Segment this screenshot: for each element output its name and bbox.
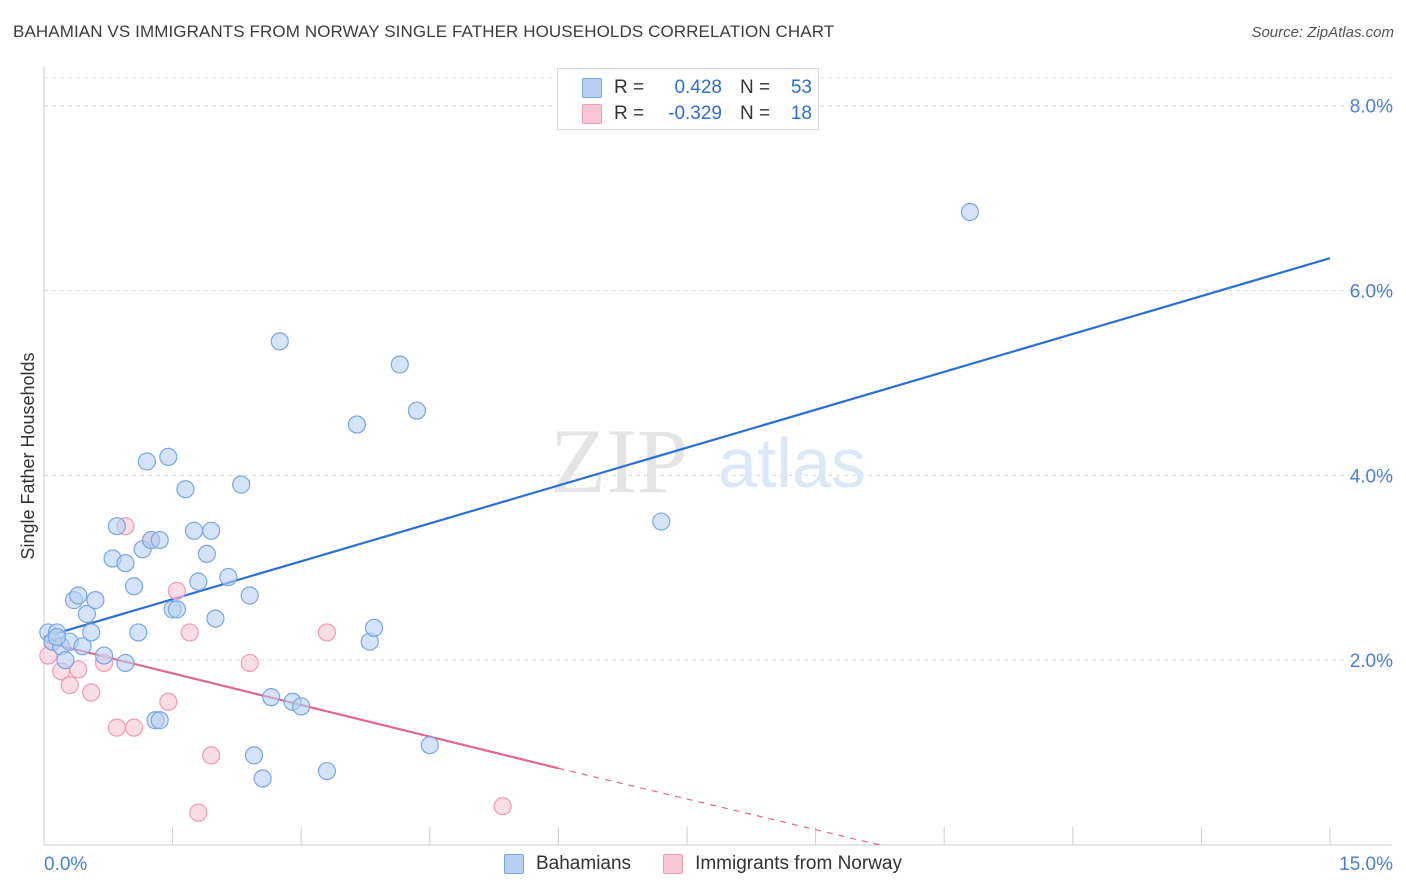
source-label: Source: ZipAtlas.com xyxy=(1251,24,1394,41)
bahamian-point xyxy=(652,512,671,531)
bahamian-point xyxy=(150,711,169,730)
bahamian-point xyxy=(206,609,225,628)
bahamian-point xyxy=(184,521,204,540)
legend-item-bahamians[interactable]: Bahamians xyxy=(504,853,631,875)
bahamian-point xyxy=(73,637,92,656)
watermark-atlas: atlas xyxy=(718,424,866,502)
bahamian-point xyxy=(253,769,272,788)
y-tick-label: 4.0% xyxy=(1350,466,1393,487)
bahamian-point xyxy=(364,618,384,637)
bahamian-point xyxy=(390,355,409,374)
x-tick-labels: 0.0% 15.0% xyxy=(44,854,1393,875)
bahamian-point xyxy=(56,651,75,670)
bahamian-point xyxy=(77,604,96,624)
bahamian-point xyxy=(420,736,439,755)
norway-point xyxy=(167,581,186,600)
y-tick-labels: 2.0% 4.0% 6.0% 8.0% xyxy=(1350,97,1393,672)
norway-point xyxy=(493,797,512,816)
legend-row-bahamians: R = 0.428 N = 53 xyxy=(582,76,812,100)
legend-item-norway[interactable]: Immigrants from Norway xyxy=(663,853,902,875)
bahamian-point xyxy=(407,401,427,420)
bahamian-trend-line xyxy=(43,257,1331,639)
bahamian-point xyxy=(262,688,281,707)
bahamian-point xyxy=(107,517,126,536)
bahamian-point xyxy=(150,530,169,550)
watermark-zip: ZIP xyxy=(550,410,688,512)
bahamian-point xyxy=(176,480,195,499)
y-tick-label: 8.0% xyxy=(1350,97,1393,118)
norway-point xyxy=(180,623,199,642)
norway-point xyxy=(82,683,101,702)
norway-point xyxy=(60,676,79,695)
bahamian-point xyxy=(197,544,216,564)
bahamian-point xyxy=(219,567,238,587)
axes xyxy=(43,66,1392,846)
legend-n-label: N = xyxy=(740,77,771,98)
chart-title: BAHAMIAN VS IMMIGRANTS FROM NORWAY SINGL… xyxy=(13,22,835,41)
data-points xyxy=(39,202,980,822)
bahamian-point xyxy=(292,697,311,716)
legend-n-label: N = xyxy=(740,103,771,124)
bahamian-point xyxy=(232,475,251,494)
legend-swatch-pink xyxy=(663,854,684,874)
bahamian-point xyxy=(270,332,289,351)
legend-r-value: -0.329 xyxy=(668,103,722,124)
bahamian-point xyxy=(116,653,135,673)
legend-row-norway: R = -0.329 N = 18 xyxy=(582,102,812,126)
legend-swatch-blue xyxy=(504,854,524,874)
bahamian-point xyxy=(202,521,221,540)
legend-n-value: 53 xyxy=(790,77,812,98)
x-tick-label: 0.0% xyxy=(44,854,87,875)
y-tick-label: 6.0% xyxy=(1350,282,1393,303)
bahamian-point xyxy=(129,623,148,642)
legend-swatch-pink xyxy=(582,104,602,124)
norway-point xyxy=(202,746,221,765)
bahamian-point xyxy=(137,452,156,471)
bahamian-point xyxy=(317,761,337,781)
norway-point xyxy=(69,660,88,679)
norway-point xyxy=(240,653,259,673)
series-legend: Bahamians Immigrants from Norway xyxy=(0,852,1406,876)
legend-r-value: 0.428 xyxy=(674,77,722,98)
y-axis-title: Single Father Households xyxy=(18,352,38,559)
correlation-legend: R = 0.428 N = 53 R = -0.329 N = 18 xyxy=(557,68,819,130)
legend-r-label: R = xyxy=(614,77,645,98)
bahamian-point xyxy=(240,586,259,605)
bahamian-point xyxy=(960,202,980,222)
bahamian-point xyxy=(69,586,88,605)
legend-swatch-blue xyxy=(582,78,602,98)
watermark: ZIP atlas xyxy=(550,410,866,512)
bahamian-point xyxy=(167,600,186,619)
norway-point xyxy=(107,718,126,737)
legend-n-value: 18 xyxy=(790,103,812,124)
trend-lines xyxy=(43,257,1331,846)
grid-lines xyxy=(44,77,1392,661)
norway-trend-line-extrapolated xyxy=(558,767,881,846)
bahamian-point xyxy=(244,746,264,765)
bahamian-point xyxy=(86,591,105,610)
norway-point xyxy=(124,718,144,737)
bahamian-point xyxy=(189,572,208,591)
bahamian-point xyxy=(116,554,135,573)
bahamian-point xyxy=(159,447,178,466)
norway-point xyxy=(159,692,178,711)
y-tick-label: 2.0% xyxy=(1350,651,1393,672)
legend-r-label: R = xyxy=(614,103,645,124)
bahamian-point xyxy=(347,415,367,434)
x-tick-label: 15.0% xyxy=(1339,854,1393,875)
bahamian-point xyxy=(82,623,101,642)
legend-label-norway: Immigrants from Norway xyxy=(695,853,902,874)
bahamian-point xyxy=(124,577,144,596)
bahamian-point xyxy=(47,627,66,647)
legend-label-bahamians: Bahamians xyxy=(536,853,632,874)
bahamian-point xyxy=(94,646,114,665)
norway-point xyxy=(189,803,208,822)
norway-point xyxy=(317,623,337,642)
